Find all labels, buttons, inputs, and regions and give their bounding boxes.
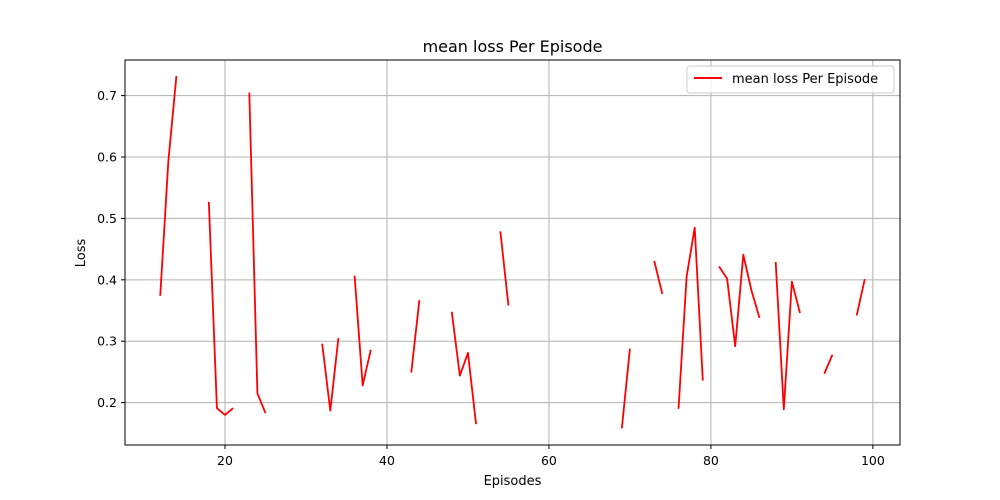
x-tick-label: 60: [541, 453, 557, 468]
series-line-segment: [823, 354, 834, 375]
series-line-segment: [499, 231, 510, 306]
y-tick-label: 0.7: [97, 88, 117, 103]
series-line-segment: [207, 201, 234, 416]
x-axis-label: Episodes: [484, 474, 542, 489]
series-line-segment: [653, 260, 664, 295]
legend-entry: mean loss Per Episode: [732, 72, 878, 87]
series-line-segment: [620, 348, 631, 429]
series-line-segment: [248, 92, 267, 414]
x-tick-label: 40: [379, 453, 395, 468]
x-axis-ticks: 20 40 60 80 100: [217, 445, 885, 468]
series-line-segment: [353, 275, 372, 387]
series-lines: [159, 75, 866, 429]
series-line-segment: [718, 253, 761, 348]
plot-frame: [124, 59, 901, 446]
chart-title: mean loss Per Episode: [423, 37, 603, 56]
x-tick-label: 20: [217, 453, 233, 468]
legend: mean loss Per Episode: [686, 65, 895, 94]
x-tick-label: 100: [861, 453, 885, 468]
y-gridlines: [125, 95, 900, 404]
y-tick-label: 0.2: [97, 395, 117, 410]
series-line-segment: [855, 279, 866, 316]
y-axis-label: Loss: [74, 239, 89, 268]
y-tick-label: 0.4: [97, 272, 117, 287]
legend-box: [686, 65, 895, 94]
y-axis-ticks: 0.2 0.3 0.4 0.5 0.6 0.7: [97, 88, 125, 410]
series-line-segment: [159, 75, 178, 296]
series-line-segment: [321, 338, 340, 412]
series-line-segment: [410, 299, 421, 373]
y-tick-label: 0.5: [97, 211, 117, 226]
x-gridlines: [224, 60, 874, 445]
series-line-segment: [677, 226, 704, 409]
x-tick-label: 80: [703, 453, 719, 468]
y-tick-label: 0.6: [97, 150, 117, 165]
y-tick-label: 0.3: [97, 334, 117, 349]
series-line-segment: [450, 311, 477, 425]
series-line-segment: [774, 261, 801, 411]
